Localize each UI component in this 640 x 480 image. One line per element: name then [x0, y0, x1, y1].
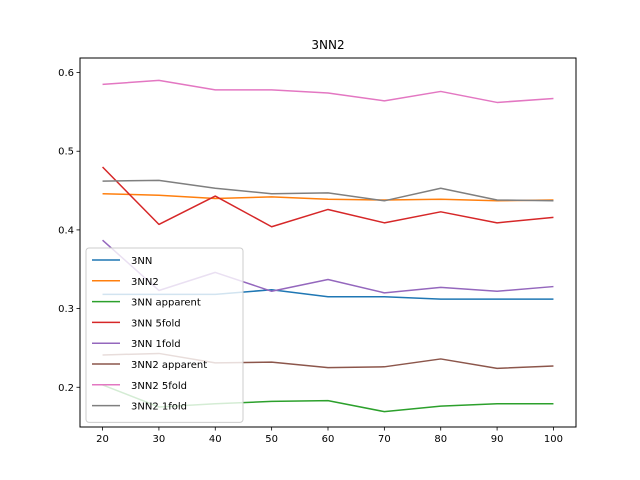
chart-title: 3NN2	[311, 38, 344, 52]
legend-label: 3NN2 1fold	[131, 402, 187, 413]
x-tick-label: 100	[544, 434, 563, 445]
x-tick-label: 40	[209, 434, 222, 445]
y-tick-label: 0.5	[58, 147, 74, 158]
y-tick-label: 0.4	[58, 225, 74, 236]
legend-box	[85, 247, 244, 423]
legend-label: 3NN	[131, 256, 152, 267]
x-tick-label: 90	[491, 434, 504, 445]
y-axis: 0.2 0.3 0.4 0.5 0.6	[58, 68, 80, 394]
legend-label: 3NN apparent	[131, 298, 201, 309]
x-tick-label: 70	[378, 434, 391, 445]
x-tick-label: 30	[153, 434, 166, 445]
series-line-3	[102, 166, 554, 228]
x-tick-label: 60	[322, 434, 335, 445]
y-tick-label: 0.6	[58, 68, 74, 79]
y-tick-label: 0.2	[58, 383, 74, 394]
x-axis: 20 30 40 50 60 70 80 90 100	[96, 427, 563, 445]
y-tick-label: 0.3	[58, 304, 74, 315]
series-line-7	[102, 179, 554, 202]
x-tick-label: 80	[434, 434, 447, 445]
legend-label: 3NN 1fold	[131, 339, 181, 350]
legend: 3NN 3NN2 3NN apparent 3NN 5fold 3NN 1fold 3NN…	[85, 247, 244, 423]
legend-label: 3NN2	[131, 277, 159, 288]
x-tick-label: 20	[96, 434, 109, 445]
series-line-1	[102, 192, 554, 202]
x-tick-label: 50	[265, 434, 278, 445]
legend-label: 3NN2 apparent	[131, 360, 207, 371]
legend-label: 3NN 5fold	[131, 318, 181, 329]
legend-label: 3NN2 5fold	[131, 381, 187, 392]
series-line-6	[102, 79, 554, 104]
